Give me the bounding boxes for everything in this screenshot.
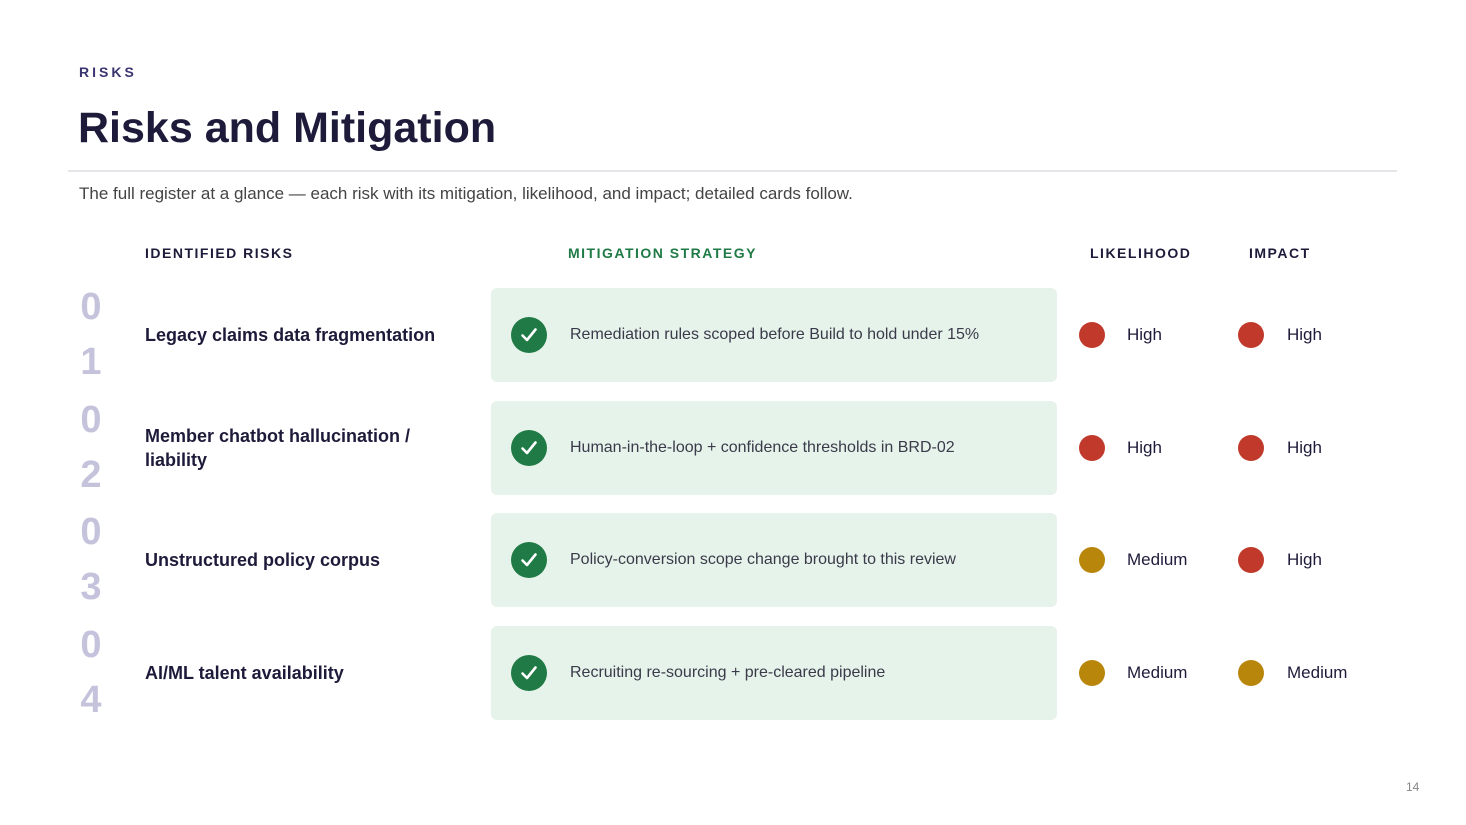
likelihood-label: Medium [1127, 662, 1188, 682]
check-icon [511, 542, 547, 578]
mitigation-card [491, 288, 1057, 382]
mitigation-card [491, 400, 1057, 495]
mitigation-text: Recruiting re-sourcing + pre-cleared pip… [570, 663, 886, 681]
mitigation-card [491, 513, 1057, 607]
impact-dot [1238, 322, 1264, 348]
column-header: MITIGATION STRATEGY [568, 245, 757, 261]
likelihood-dot [1079, 659, 1105, 686]
page-number: 14 [1406, 780, 1420, 794]
risk-name: Legacy claims data fragmentation [145, 325, 436, 345]
impact-dot [1238, 659, 1264, 686]
row-number: 02 [80, 398, 102, 496]
likelihood-label: Medium [1127, 550, 1188, 569]
impact-label: Medium [1287, 662, 1348, 682]
eyebrow: RISKS [79, 64, 137, 80]
likelihood-dot [1079, 322, 1105, 348]
check-icon [511, 317, 547, 353]
impact-label: High [1287, 325, 1322, 344]
risk-name: Unstructured policy corpus [145, 550, 381, 570]
column-header: IDENTIFIED RISKS [145, 245, 294, 261]
impact-dot [1238, 434, 1264, 461]
check-icon [511, 654, 547, 691]
check-icon [511, 429, 547, 466]
column-header: IMPACT [1249, 245, 1311, 261]
likelihood-label: High [1127, 437, 1162, 457]
check-icon [511, 317, 547, 353]
mitigation-text: Human-in-the-loop + confidence threshold… [570, 438, 955, 456]
check-icon [511, 542, 547, 578]
row-number: 01 [80, 286, 102, 383]
column-header: LIKELIHOOD [1090, 245, 1192, 261]
likelihood-dot [1079, 434, 1105, 461]
row-number: 03 [80, 511, 102, 608]
mitigation-text: Policy-conversion scope change brought t… [570, 551, 956, 568]
divider [68, 170, 1397, 172]
title: Risks and Mitigation [78, 104, 497, 152]
likelihood-label: High [1127, 325, 1162, 344]
risk-name: AI/ML talent availability [145, 662, 344, 683]
impact-dot [1238, 547, 1264, 573]
risk-name: Member chatbot hallucination / liability [145, 425, 411, 470]
subtitle: The full register at a glance — each ris… [79, 184, 853, 203]
impact-label: High [1287, 437, 1322, 457]
check-icon [511, 429, 547, 466]
row-number: 04 [80, 623, 102, 721]
check-icon [511, 654, 547, 691]
impact-label: High [1287, 550, 1322, 569]
likelihood-dot [1079, 547, 1105, 573]
mitigation-text: Remediation rules scoped before Build to… [570, 326, 980, 343]
mitigation-card [491, 625, 1057, 720]
